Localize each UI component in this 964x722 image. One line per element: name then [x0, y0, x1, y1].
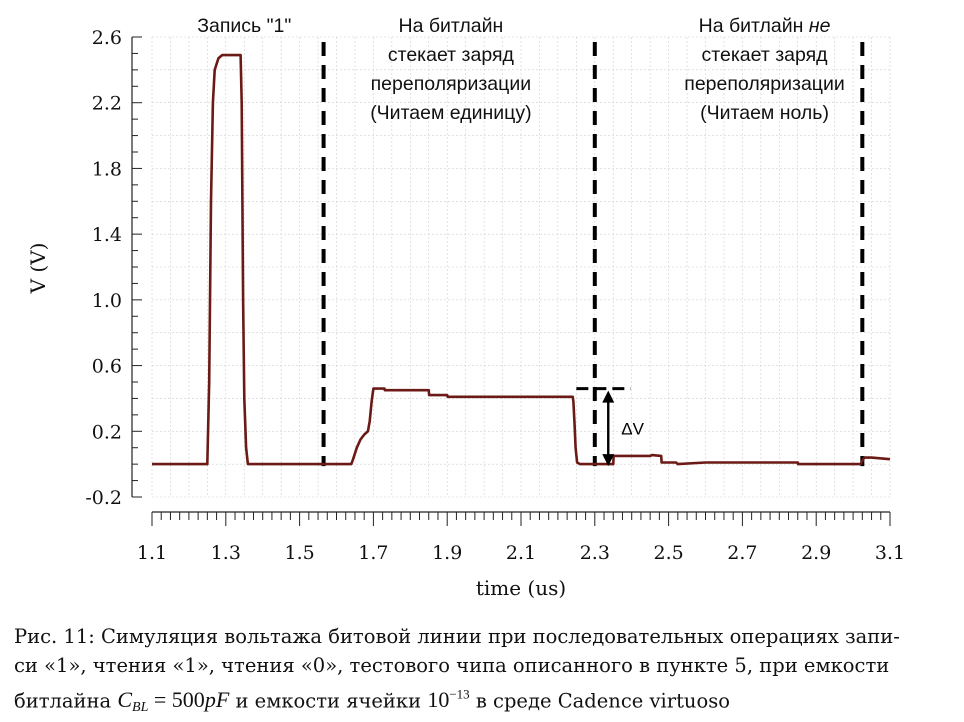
- annotation-label: На битлайн не стекает заряд переполяризаци…: [684, 15, 845, 124]
- x-tick-label: 2.5: [653, 542, 683, 564]
- figure-caption: Рис. 11: Симуляция вольтажа битовой лини…: [14, 622, 944, 722]
- x-tick-label: 2.7: [727, 542, 757, 564]
- x-tick-label: 2.9: [801, 542, 831, 564]
- axes: -0.2 0.2 0.6 1.0 1.4 1.8 2.2 2.6 1.1 1.3 1.5 1.7 1.9…: [85, 27, 905, 564]
- delta-v-arrow-head-down: [602, 454, 615, 467]
- annotation-line: переполяризации: [684, 73, 845, 95]
- x-tick-label: 1.5: [284, 542, 314, 564]
- delta-v-label: ΔV: [621, 419, 644, 438]
- annotation-line: На битлайн не: [699, 15, 831, 37]
- y-tick-label: 2.6: [92, 27, 122, 49]
- y-tick-label: 1.4: [92, 224, 122, 246]
- x-tick-label: 1.7: [358, 542, 388, 564]
- y-tick-label: 0.2: [92, 421, 122, 443]
- annotation-line: (Читаем единицу): [370, 102, 531, 124]
- annotation-line: На битлайн: [398, 15, 503, 37]
- caption-text: и емкости ячейки: [229, 689, 428, 713]
- y-tick-label: 2.2: [92, 93, 122, 115]
- x-tick-label: 1.1: [137, 542, 167, 564]
- y-tick-label: -0.2: [85, 487, 122, 509]
- x-tick-label: 2.3: [580, 542, 610, 564]
- x-tick-label: 3.1: [875, 542, 905, 564]
- formula-unit: pF: [204, 687, 230, 713]
- formula-value: = 500: [148, 687, 205, 713]
- cell-capacitance-formula: 10−13: [427, 687, 469, 712]
- annotation-line: стекает заряд: [702, 44, 829, 66]
- series-layer: [152, 53, 891, 466]
- y-axis-label: V (V): [26, 243, 50, 295]
- y-tick-label: 1.8: [92, 158, 122, 180]
- formula-subscript: BL: [132, 700, 149, 716]
- annotation-label: На битлайн стекает заряд переполяризации (Ч…: [370, 15, 531, 124]
- annotation-line: Запись "1": [197, 15, 291, 37]
- capacitance-formula: CBL = 500pF: [117, 687, 230, 716]
- annotation-line: (Читаем ноль): [700, 102, 829, 124]
- annotation-line: переполяризации: [371, 73, 532, 95]
- annotation-line: стекает заряд: [388, 44, 515, 66]
- power-base: 10: [427, 687, 450, 713]
- annotation-label: Запись "1": [197, 15, 291, 37]
- y-tick-label: 0.6: [92, 356, 122, 378]
- voltage-series-line: [152, 53, 891, 466]
- x-tick-label: 1.9: [432, 542, 462, 564]
- caption-text: в среде Cadence virtuoso: [469, 689, 730, 713]
- caption-line-3: битлайна CBL = 500pF и емкости ячейки 10…: [14, 680, 944, 722]
- delta-v-annotation: ΔV: [576, 387, 645, 467]
- text-annotations: Запись "1" На битлайн стекает заряд перепол…: [197, 15, 845, 124]
- x-tick-label: 1.3: [211, 542, 241, 564]
- event-markers: [321, 42, 865, 467]
- formula-symbol: C: [117, 687, 133, 713]
- delta-v-arrow-head-up: [602, 390, 615, 403]
- caption-line-1: Рис. 11: Симуляция вольтажа битовой лини…: [14, 625, 900, 648]
- x-tick-label: 2.1: [506, 542, 536, 564]
- caption-text: битлайна: [14, 689, 118, 713]
- y-tick-label: 1.0: [92, 290, 122, 312]
- annotation-emphasis: не: [809, 15, 831, 37]
- grid-lines: [151, 36, 891, 498]
- x-axis-label: time (us): [476, 576, 566, 600]
- caption-line-2: си «1», чтения «1», чтения «0», тестовог…: [14, 654, 890, 677]
- power-exponent: −13: [449, 687, 470, 702]
